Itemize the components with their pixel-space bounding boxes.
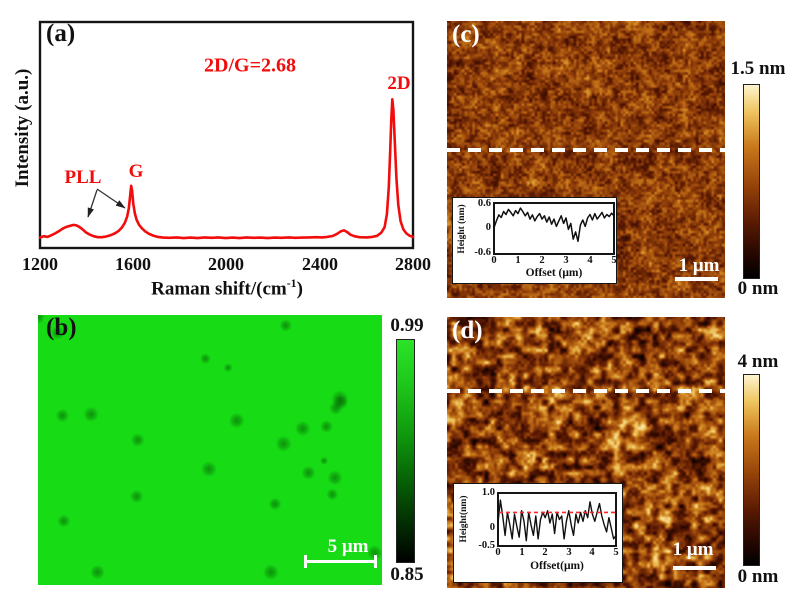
inset-d-xtick: 0 — [495, 547, 501, 558]
raman-xtick-2800: 2800 — [395, 254, 431, 274]
scalebar-d-bar — [673, 566, 716, 570]
colorbar-d-min-label: 0 nm — [737, 566, 779, 587]
raman-xtick-2400: 2400 — [302, 254, 338, 274]
raman-peak-label-2d: 2D — [387, 73, 411, 94]
raman-xtick-1200: 1200 — [22, 254, 58, 274]
panel-d-label: (d) — [452, 317, 483, 344]
inset-d-ytick: 0 — [489, 522, 495, 533]
inset-d-xtick: 2 — [542, 547, 548, 558]
inset-d-xtick: 1 — [519, 547, 525, 558]
raman-plot — [38, 20, 415, 250]
colorbar-b — [396, 339, 415, 563]
raman-xtick-1600: 1600 — [115, 254, 151, 274]
raman-map-image — [38, 315, 382, 585]
raman-peak-label-g: G — [128, 161, 144, 182]
height-profile-inset-c: Height (nm) 0.6 0 -0.6 0 1 2 3 4 5 Offse… — [452, 197, 617, 284]
inset-c-xtick: 4 — [587, 255, 593, 266]
colorbar-b-min-label: 0.85 — [390, 564, 424, 585]
pll-annotation-arrows — [87, 188, 126, 218]
panel-c-label: (c) — [452, 21, 480, 48]
colorbar-c-min-label: 0 nm — [737, 278, 779, 299]
inset-d-ytick: -0.5 — [478, 540, 495, 551]
pll-arrow-line — [96, 188, 126, 209]
inset-d-xlabel: Offset(μm) — [530, 560, 584, 572]
profile-section-line-d — [447, 389, 725, 393]
pll-arrow-line — [87, 189, 98, 218]
scalebar-c-bar — [675, 277, 718, 281]
raman-xlabel: Raman shift/(cm-1) — [151, 277, 303, 300]
inset-c-xtick: 3 — [563, 255, 569, 266]
inset-d-xtick: 5 — [613, 547, 619, 558]
height-profile-chart-d — [497, 492, 617, 547]
panel-b-label: (b) — [46, 314, 77, 341]
raman-peak-label-pll: PLL — [64, 167, 102, 188]
raman-ratio-annotation: 2D/G=2.68 — [204, 54, 296, 77]
colorbar-d-max-label: 4 nm — [737, 351, 779, 372]
height-profile-inset-d: Height(nm) 1.0 0 -0.5 0 1 2 3 4 5 Offset… — [453, 483, 623, 583]
scalebar-d-label: 1 μm — [672, 539, 714, 560]
inset-d-xtick: 3 — [566, 547, 572, 558]
inset-c-xtick: 0 — [491, 255, 497, 266]
inset-c-ytick: 0 — [485, 222, 491, 233]
inset-c-xtick: 1 — [515, 255, 521, 266]
inset-c-xtick: 5 — [611, 255, 617, 266]
height-profile-chart-c — [493, 202, 615, 255]
inset-c-xtick: 2 — [539, 255, 545, 266]
colorbar-c — [743, 84, 760, 279]
colorbar-b-max-label: 0.99 — [390, 315, 424, 336]
inset-d-xtick: 4 — [589, 547, 595, 558]
inset-d-ytick: 1.0 — [481, 487, 495, 498]
profile-section-line-c — [447, 148, 725, 152]
scalebar-b-bar — [304, 560, 377, 563]
panel-a-label: (a) — [46, 20, 76, 47]
inset-d-ylabel: Height(nm) — [459, 495, 469, 543]
scalebar-b-label: 5 μm — [327, 536, 369, 557]
raman-xtick-2000: 2000 — [208, 254, 244, 274]
scalebar-c-label: 1 μm — [678, 255, 720, 276]
inset-c-ytick: 0.6 — [477, 198, 491, 209]
inset-c-ytick: -0.6 — [474, 247, 491, 258]
scalebar-b-right-cap — [374, 555, 377, 568]
colorbar-c-max-label: 1.5 nm — [730, 58, 786, 79]
colorbar-d — [743, 374, 760, 566]
inset-c-xlabel: Offset (μm) — [525, 267, 583, 279]
